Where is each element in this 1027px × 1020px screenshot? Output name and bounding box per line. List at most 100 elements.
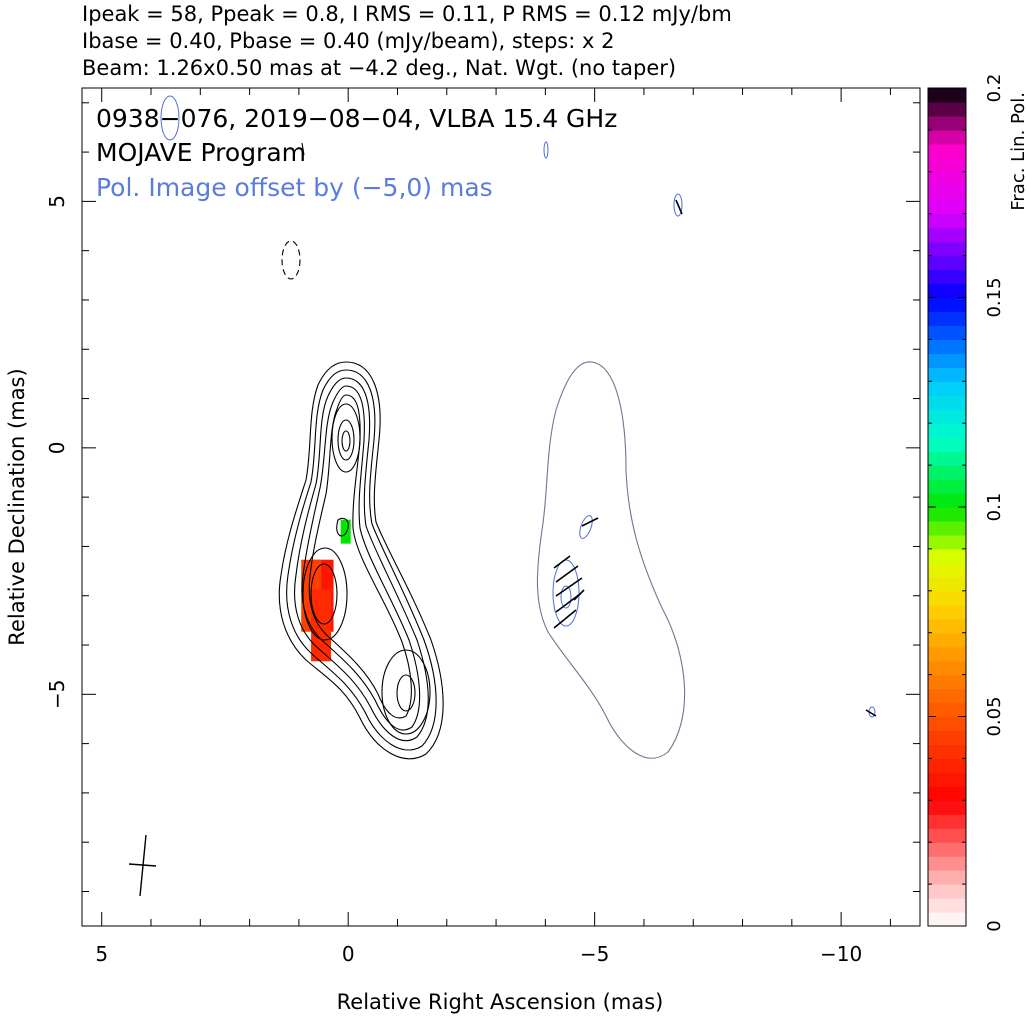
colorbar-swatch: [928, 339, 966, 354]
colorbar-swatch: [928, 716, 966, 732]
colorbar-swatch: [928, 241, 966, 257]
colorbar-ticks: [928, 87, 966, 927]
core-contour-2: [337, 419, 355, 461]
evpa-tick: [555, 577, 583, 597]
evpa-vectors: [553, 199, 877, 717]
y-tick-labels: 5 0 −5: [45, 195, 69, 709]
colorbar-fill: [928, 88, 966, 927]
colorbar-swatch: [928, 912, 966, 927]
intensity-contour-level-5: [308, 394, 412, 719]
axis-ticks: [82, 88, 920, 926]
colorbar-swatch: [928, 786, 966, 801]
x-tick-label: −5: [580, 942, 609, 966]
pol-noise-contour-2: [543, 141, 549, 159]
colorbar-swatch: [928, 660, 966, 676]
pol-intensity-contours: [160, 95, 876, 759]
pol-contour-2: [560, 585, 572, 609]
colorbar-tick-label: 0.05: [984, 696, 1005, 736]
header-line-2: Ibase = 0.40, Pbase = 0.40 (mJy/beam), s…: [82, 29, 615, 53]
colorbar-swatch: [928, 297, 966, 313]
colorbar-swatch: [928, 157, 966, 173]
intensity-contour-level-4: [301, 385, 421, 731]
colorbar-swatch: [928, 437, 966, 452]
colorbar-swatch: [928, 884, 966, 899]
colorbar-swatch: [928, 199, 966, 215]
outer-jet-contour-2: [396, 674, 416, 712]
jet-contour-1: [302, 547, 348, 641]
colorbar-swatch: [928, 171, 966, 187]
y-tick-label: 0: [45, 441, 69, 454]
pol-offset-annotation: Pol. Image offset by (−5,0) mas: [96, 173, 493, 202]
y-axis-title: Relative Declination (mas): [5, 368, 29, 645]
outer-jet-contour-1: [381, 649, 431, 735]
colorbar-swatch: [928, 283, 966, 299]
pol-total-contour: [536, 361, 686, 759]
colorbar-swatch: [928, 772, 966, 787]
colorbar-swatch: [928, 311, 966, 327]
x-tick-label: 5: [95, 942, 108, 966]
colorbar-swatch: [928, 325, 966, 340]
y-tick-label: −5: [45, 680, 69, 709]
x-tick-labels: 5 0 −5 −10: [95, 942, 862, 966]
frac-pol-patch: [340, 519, 351, 544]
colorbar-swatch: [928, 367, 966, 382]
colorbar-swatch: [928, 688, 966, 704]
colorbar-swatch: [928, 534, 966, 550]
colorbar-swatch: [928, 353, 966, 368]
colorbar-tick-label: 0: [984, 920, 1005, 931]
intensity-contour-level-1: [278, 361, 444, 760]
negative-contour: [281, 240, 301, 280]
colorbar-tick-labels: 0 0.05 0.1 0.15 0.2: [984, 74, 1005, 932]
colorbar-swatch: [928, 129, 966, 145]
colorbar-swatch: [928, 842, 966, 857]
x-tick-label: 0: [342, 942, 355, 966]
colorbar-tick-label: 0.15: [984, 277, 1005, 317]
colorbar-swatch: [928, 255, 966, 271]
core-contour-3: [341, 430, 351, 452]
colorbar-swatch: [928, 269, 966, 285]
colorbar-swatch: [928, 381, 966, 396]
colorbar-swatch: [928, 674, 966, 690]
pol-contour-3: [579, 515, 593, 539]
colorbar-swatch: [928, 814, 966, 829]
colorbar-swatch: [928, 227, 966, 243]
x-axis-title: Relative Right Ascension (mas): [337, 990, 664, 1014]
colorbar-swatch: [928, 213, 966, 229]
colorbar-swatch: [928, 101, 966, 117]
evpa-tick: [553, 609, 577, 629]
map-subtitle: MOJAVE Program: [96, 138, 306, 167]
beam-cross: [128, 834, 157, 897]
knot-contour: [336, 517, 349, 537]
colorbar-swatch: [928, 395, 966, 410]
evpa-tick: [553, 555, 571, 569]
map-layer: [128, 95, 877, 897]
colorbar-swatch: [928, 856, 966, 871]
colorbar-swatch: [928, 479, 966, 494]
colorbar-title: Frac. Lin. Pol.: [1008, 92, 1027, 211]
colorbar: 0 0.05 0.1 0.15 0.2 Frac. Lin. Pol.: [927, 74, 1027, 932]
evpa-tick: [555, 565, 579, 583]
colorbar-swatch: [928, 88, 966, 103]
colorbar-swatch: [928, 451, 966, 466]
colorbar-swatch: [928, 702, 966, 718]
evpa-tick: [581, 517, 599, 527]
x-tick-label: −10: [820, 942, 862, 966]
colorbar-swatch: [928, 115, 966, 131]
map-title: 0938−076, 2019−08−04, VLBA 15.4 GHz: [96, 104, 617, 133]
colorbar-swatch: [928, 507, 966, 522]
colorbar-swatch: [928, 562, 966, 578]
core-contour-1: [331, 403, 361, 473]
colorbar-tick-label: 0.1: [984, 493, 1005, 522]
noise-contour-top: [301, 142, 305, 156]
header-line-1: Ipeak = 58, Ppeak = 0.8, I RMS = 0.11, P…: [82, 2, 732, 26]
evpa-tick: [675, 199, 683, 215]
colorbar-swatch: [928, 604, 966, 620]
colorbar-tick-label: 0.2: [984, 74, 1005, 103]
colorbar-swatch: [928, 646, 966, 662]
colorbar-swatch: [928, 576, 966, 592]
evpa-tick: [865, 709, 877, 717]
colorbar-swatch: [928, 409, 966, 424]
jet-contour-2: [310, 563, 338, 625]
colorbar-swatch: [928, 758, 966, 773]
colorbar-swatch: [928, 744, 966, 759]
